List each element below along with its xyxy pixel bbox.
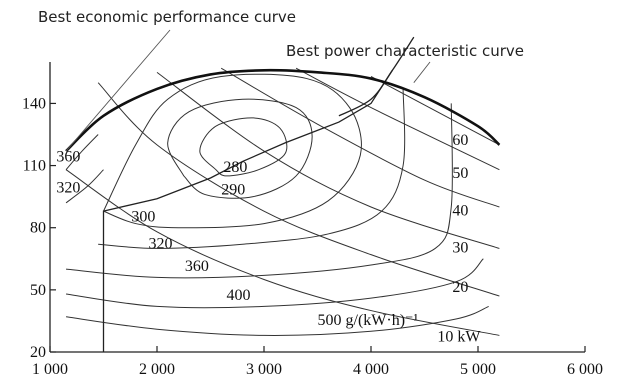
x-tick-label: 3 000 [246,361,282,378]
fuel-contour-label: 500 g/(kW·h)⁻¹ [318,312,419,329]
x-tick-label: 6 000 [567,361,603,378]
fuel-contour-label: 400 [227,287,251,304]
x-tick-label: 4 000 [353,361,389,378]
power-curve [97,82,500,297]
fuel-contour [167,98,313,199]
fuel-contour [66,103,453,279]
fuel-contour [65,305,489,336]
fuel-contour [103,73,362,229]
y-tick-label: 110 [23,158,46,175]
x-tick-label: 1 000 [32,361,68,378]
x-tick-label: 5 000 [460,361,496,378]
fuel-contour [65,169,104,204]
power-curve-label: 60 [452,132,468,149]
power-curve-label: 10 kW [437,329,481,346]
economic-caption-leader [65,29,171,152]
x-tick-label: 2 000 [139,361,175,378]
power-curve [65,169,500,336]
power-caption-leader [413,61,431,83]
y-tick-label: 80 [30,220,46,237]
fuel-contour [199,117,288,177]
power-curve-label: 50 [452,165,468,182]
power-curve-label: 30 [452,240,468,257]
power-curve [156,71,500,249]
full-load-curve [65,68,501,153]
fuel-contour [65,258,484,309]
best-economic-curve-caption: Best economic performance curve [38,8,296,26]
fuel-contour-label: 280 [223,159,247,176]
best-power-curve [338,36,415,117]
power-curve [295,67,500,171]
power-curve-label: 20 [452,279,468,296]
fuel-contour-label: 290 [221,182,245,199]
y-tick-label: 140 [22,95,46,112]
fuel-contour-label: 360 [185,258,209,275]
fuel-contour-label: 300 [131,209,155,226]
power-curve [370,76,500,146]
fuel-contour-label: 320 [148,235,172,252]
y-tick-label: 20 [30,344,46,361]
y-tick-label: 50 [30,282,46,299]
fuel-contour-label: 320 [56,180,80,197]
fuel-contour [98,88,406,249]
power-curve-label: 40 [452,202,468,219]
power-curve [220,67,500,208]
fuel-contour-label: 360 [56,148,80,165]
best-economic-curve [102,69,393,352]
fuel-contour [65,134,99,171]
